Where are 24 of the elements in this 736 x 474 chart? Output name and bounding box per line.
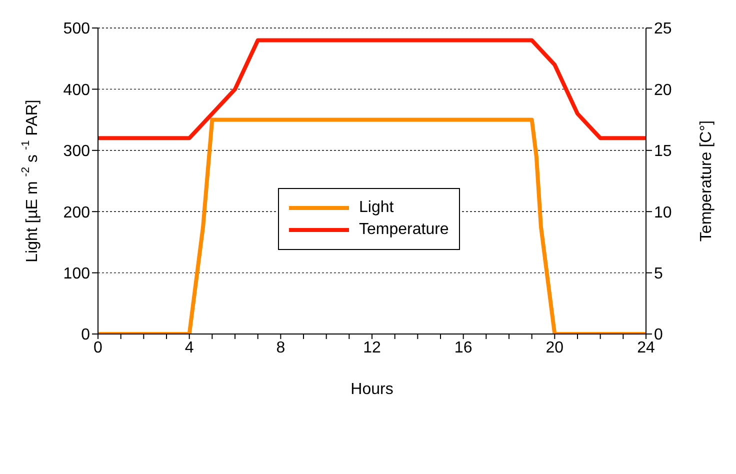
y-tick-label: 0 (81, 326, 90, 344)
x-tick-label: 8 (276, 339, 286, 356)
y2-tick-label: 15 (654, 143, 672, 160)
y-tick-label: 100 (63, 265, 90, 282)
y-tick-label: 400 (63, 82, 90, 99)
y-tick-label: 500 (63, 20, 90, 38)
y2-tick-label: 20 (654, 82, 672, 99)
x-tick-label: 0 (94, 339, 103, 356)
line-series (98, 38, 646, 140)
x-tick-label: 4 (184, 339, 194, 356)
legend-label: Light (359, 199, 394, 217)
x-axis-title: Hours (350, 381, 394, 398)
y2-tick-label: 5 (654, 265, 663, 282)
y2-tick-label: 0 (654, 326, 663, 344)
y2-tick-label: 10 (654, 204, 672, 222)
x-tick-label: 24 (637, 339, 655, 356)
y-tick-label: 200 (63, 204, 90, 222)
y2-axis-title: Temperature [C°] (698, 120, 714, 242)
x-tick-label: 12 (363, 339, 381, 356)
x-tick-label: 20 (546, 339, 564, 356)
x-tick-label: 16 (454, 339, 472, 356)
legend-label: Temperature (359, 221, 449, 239)
y-tick-label: 300 (63, 143, 90, 160)
y2-tick-label: 25 (654, 20, 672, 38)
